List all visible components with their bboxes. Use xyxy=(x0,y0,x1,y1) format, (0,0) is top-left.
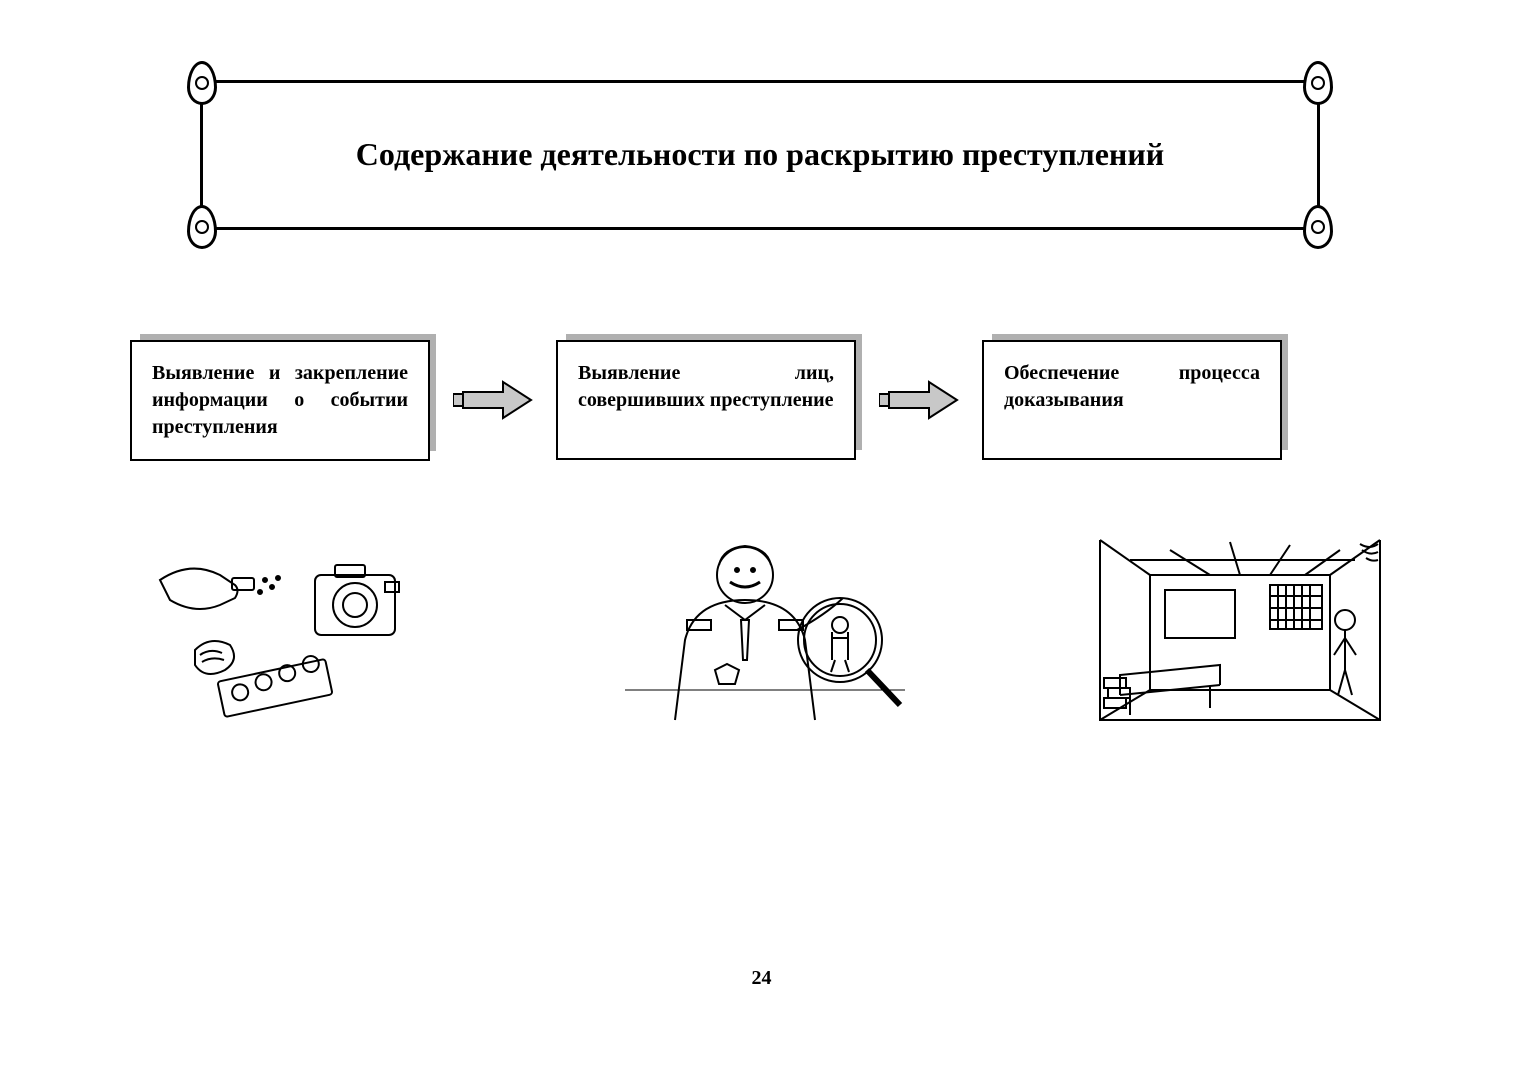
suspect-identification-illustration xyxy=(615,520,915,740)
illustrations-row xyxy=(140,520,1390,740)
title-banner: Содержание деятельности по раскрытию пре… xyxy=(200,80,1320,230)
page-number: 24 xyxy=(752,967,772,990)
flow-node-label: Обеспечение процесса доказывания xyxy=(1004,360,1260,414)
flow-node-1: Выявление и закрепление информации о соб… xyxy=(130,340,430,461)
scroll-curl-icon xyxy=(187,205,217,249)
scroll-curl-icon xyxy=(1303,61,1333,105)
flowchart: Выявление и закрепление информации о соб… xyxy=(130,340,1390,461)
evidence-collection-illustration xyxy=(140,520,440,740)
arrow-right-icon xyxy=(453,380,533,420)
scroll-curl-icon xyxy=(187,61,217,105)
flow-node-2: Выявление лиц, совершивших преступление xyxy=(556,340,856,460)
flow-node-label: Выявление и закрепление информации о соб… xyxy=(152,360,408,441)
flow-node-3: Обеспечение процесса доказывания xyxy=(982,340,1282,460)
page-title: Содержание деятельности по раскрытию пре… xyxy=(356,134,1164,176)
flow-arrow-1 xyxy=(448,340,538,460)
detention-cell-illustration xyxy=(1090,520,1390,740)
flow-node-label: Выявление лиц, совершивших преступление xyxy=(578,360,834,414)
arrow-right-icon xyxy=(879,380,959,420)
scroll-curl-icon xyxy=(1303,205,1333,249)
flow-arrow-2 xyxy=(874,340,964,460)
